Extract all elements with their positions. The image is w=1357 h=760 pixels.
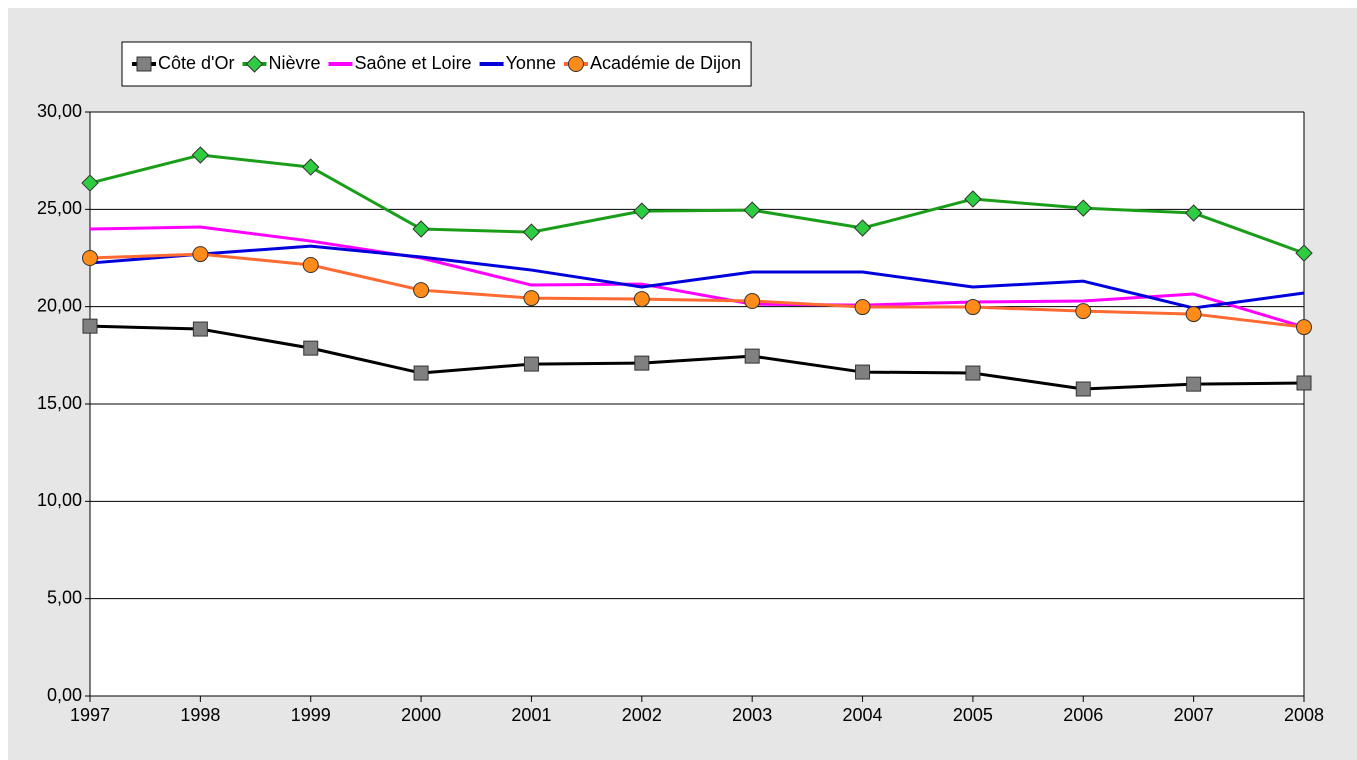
x-tick-label: 2001 — [511, 705, 551, 725]
marker — [523, 356, 539, 372]
marker — [191, 146, 210, 164]
marker — [634, 355, 650, 371]
legend-label: Yonne — [506, 53, 556, 73]
marker — [633, 291, 650, 308]
x-tick-label: 1997 — [70, 705, 110, 725]
marker — [82, 250, 98, 266]
marker — [1296, 375, 1312, 391]
marker — [81, 174, 99, 192]
marker — [965, 365, 981, 381]
y-tick-label: 5,00 — [47, 587, 82, 607]
y-tick-label: 20,00 — [37, 295, 82, 315]
marker — [303, 340, 319, 356]
y-tick-label: 25,00 — [37, 198, 82, 218]
marker — [192, 321, 208, 337]
x-tick-label: 2002 — [622, 705, 662, 725]
series-line — [89, 153, 1305, 255]
marker — [412, 220, 430, 238]
marker — [82, 318, 98, 334]
marker — [853, 219, 872, 237]
y-tick-label: 30,00 — [37, 101, 82, 121]
marker — [1296, 319, 1312, 336]
marker — [192, 246, 209, 263]
marker — [633, 202, 651, 220]
y-tick-label: 15,00 — [37, 393, 82, 413]
x-tick-label: 1998 — [180, 705, 220, 725]
x-tick-label: 2006 — [1063, 705, 1103, 725]
legend-box — [121, 41, 752, 87]
x-tick-label: 2004 — [843, 705, 883, 725]
series-line — [89, 225, 1305, 329]
marker — [855, 364, 871, 380]
series-line — [89, 252, 1305, 329]
marker — [302, 257, 319, 274]
marker — [522, 223, 541, 241]
x-tick-label: 2005 — [953, 705, 993, 725]
legend: Côte d'Or Nièvre Saône et Loire Yonne Académ… — [121, 41, 752, 87]
legend-label: Nièvre — [268, 53, 320, 73]
marker — [1074, 199, 1092, 217]
series-line — [89, 244, 1305, 310]
marker — [964, 190, 982, 208]
x-tick-label: 2008 — [1284, 705, 1324, 725]
marker — [567, 56, 584, 72]
series-line — [89, 324, 1305, 391]
marker — [744, 293, 761, 310]
marker — [302, 158, 320, 176]
marker — [1075, 303, 1092, 320]
legend-label: Saône et Loire — [354, 53, 471, 73]
marker — [964, 299, 981, 316]
marker — [744, 348, 760, 364]
legend-label: Côte d'Or — [158, 53, 234, 73]
marker — [743, 201, 761, 219]
x-tick-label: 1999 — [291, 705, 331, 725]
marker — [1184, 204, 1203, 222]
legend-label: Académie de Dijon — [590, 53, 741, 73]
marker — [1295, 244, 1313, 262]
marker — [413, 282, 430, 299]
marker — [1186, 376, 1202, 392]
marker — [523, 290, 540, 307]
x-tick-label: 2000 — [401, 705, 441, 725]
marker — [245, 55, 264, 73]
marker — [136, 56, 152, 72]
y-tick-label: 0,00 — [47, 685, 82, 705]
marker — [1075, 381, 1091, 397]
marker — [413, 365, 429, 381]
y-tick-label: 10,00 — [37, 490, 82, 510]
x-tick-label: 2003 — [732, 705, 772, 725]
x-tick-label: 2007 — [1174, 705, 1214, 725]
marker — [854, 299, 871, 316]
marker — [1185, 306, 1202, 323]
